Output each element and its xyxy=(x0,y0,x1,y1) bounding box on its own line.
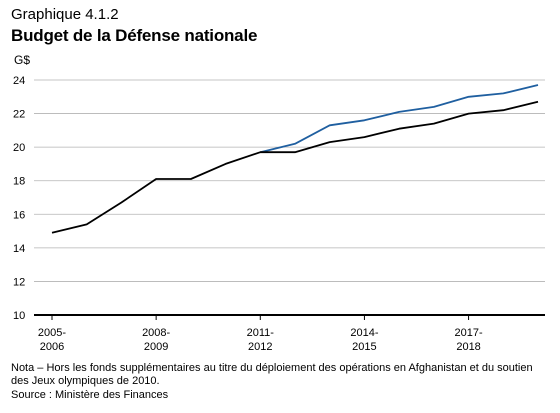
y-tick-label: 14 xyxy=(13,243,25,255)
y-tick-label: 24 xyxy=(13,75,25,87)
series-lines xyxy=(51,84,539,234)
y-tick-label: 22 xyxy=(13,109,25,121)
x-tick-label: 2005-2006 xyxy=(38,327,66,353)
gridlines xyxy=(34,79,545,316)
chart-source: Source : Ministère des Finances xyxy=(11,389,169,401)
y-tick-label: 12 xyxy=(13,276,25,288)
chart-note: Nota – Hors les fonds supplémentaires au… xyxy=(11,362,533,387)
y-tick-label: 18 xyxy=(13,176,25,188)
y-tick-label: 16 xyxy=(13,209,25,221)
y-tick-label: 20 xyxy=(13,142,25,154)
y-axis-unit-label: G$ xyxy=(14,53,31,67)
x-tick-label: 2008-2009 xyxy=(142,327,170,353)
x-tick-labels: 2005-2006 2008-2009 2011-2012 2014-2015 2017… xyxy=(38,315,483,353)
x-tick-label: 2011-2012 xyxy=(247,327,275,353)
chart-number: Graphique 4.1.2 xyxy=(11,6,119,23)
chart-title: Budget de la Défense nationale xyxy=(11,26,258,45)
series-line-blue xyxy=(260,84,539,154)
y-tick-label: 10 xyxy=(13,310,25,322)
y-tick-labels: 10 12 14 16 18 20 22 24 xyxy=(13,75,25,322)
x-tick-label: 2017-2018 xyxy=(455,327,483,353)
x-tick-label: 2014-2015 xyxy=(350,327,378,353)
series-line-black xyxy=(51,100,539,234)
